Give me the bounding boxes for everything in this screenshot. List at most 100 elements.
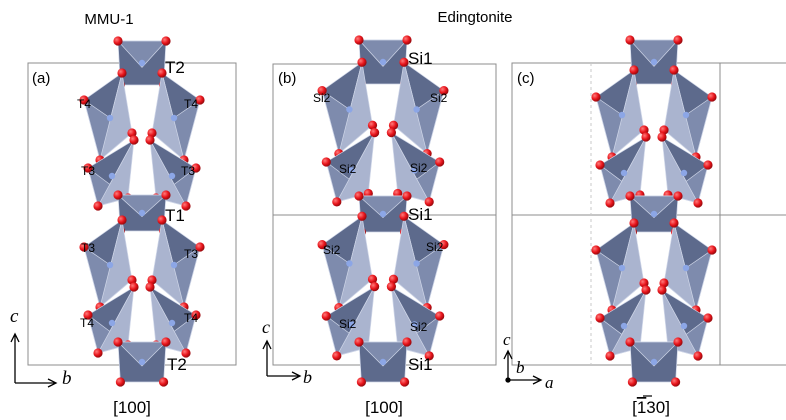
cation-atom (411, 167, 418, 174)
axes-c (503, 349, 543, 385)
oxygen-atom (595, 313, 605, 323)
axis-b-vertical: c (262, 317, 270, 337)
oxygen-atom (591, 245, 601, 255)
axis-c-vertical: c (503, 330, 511, 349)
oxygen-atom (639, 278, 649, 288)
cation-atom (650, 58, 658, 66)
tetra-face (661, 136, 699, 204)
site-Si2-ur: Si2 (430, 91, 448, 105)
oxygen-atom (627, 377, 638, 387)
oxygen-atom (113, 36, 123, 46)
cation-atom (618, 111, 626, 119)
oxygen-atom (191, 163, 201, 173)
oxygen-atom (671, 377, 681, 387)
oxygen-atom (145, 135, 155, 145)
structure-edingtonite-130 (591, 35, 717, 387)
cation-atom (411, 321, 418, 328)
oxygen-atom (424, 351, 434, 361)
oxygen-atom (317, 240, 327, 250)
direction-b: [100] (365, 398, 403, 417)
oxygen-atom (386, 282, 396, 292)
oxygen-atom (669, 65, 679, 75)
site-Si1-mid: Si1 (408, 205, 433, 224)
oxygen-atom (195, 95, 205, 105)
cation-atom (650, 358, 658, 366)
site-T3-lr: T3 (184, 247, 198, 261)
oxygen-atom (332, 197, 342, 207)
title-mmu1: MMU-1 (84, 11, 133, 28)
oxygen-atom (657, 132, 667, 142)
site-Si2-ml: Si2 (339, 162, 357, 176)
oxygen-atom (159, 377, 169, 387)
site-T4-ul: T4 (77, 97, 91, 111)
oxygen-atom (117, 215, 127, 225)
site-T4-ur: T4 (184, 97, 198, 111)
tetra-face (149, 139, 187, 207)
axis-a-horizontal: b (62, 368, 72, 389)
cation-atom (168, 172, 176, 180)
axes-b (262, 339, 302, 381)
cation-atom (680, 169, 688, 177)
site-Si2-br: Si2 (410, 320, 428, 334)
oxygen-atom (370, 282, 380, 292)
oxygen-atom (402, 35, 412, 45)
oxygen-atom (79, 242, 89, 252)
direction-c: [130] (632, 398, 670, 417)
oxygen-atom (439, 240, 449, 250)
tetra-face (629, 341, 679, 367)
tetra-face (117, 341, 167, 367)
oxygen-atom (147, 128, 157, 138)
tetra-face (117, 40, 167, 68)
site-Si1-top: Si1 (408, 49, 433, 68)
cation-atom (138, 209, 146, 217)
oxygen-atom (657, 285, 667, 295)
cation-atom (379, 358, 387, 366)
oxygen-atom (388, 274, 399, 284)
oxygen-atom (402, 191, 412, 201)
oxygen-atom (127, 275, 137, 285)
oxygen-atom (367, 274, 378, 284)
oxygen-atom (321, 311, 331, 321)
panel-label-c: (c) (517, 70, 535, 87)
oxygen-atom (424, 197, 434, 207)
axes-a (10, 332, 58, 388)
site-Si2-ll: Si2 (323, 243, 341, 257)
oxygen-atom (625, 337, 635, 347)
tetra-face (609, 136, 647, 204)
site-Si2-lr: Si2 (426, 240, 444, 254)
axis-b-horizontal: b (303, 367, 312, 387)
site-T3-ul: T3 (81, 164, 95, 178)
oxygen-atom (641, 285, 651, 295)
oxygen-atom (673, 191, 683, 201)
tetra-face (149, 286, 187, 354)
cation-atom (620, 322, 628, 330)
panel-label-a: (a) (32, 70, 50, 87)
site-labels-a: T2 T4 T4 T3 T3 T1 T3 T3 T4 T4 T2 (77, 58, 198, 374)
cation-atom (346, 260, 353, 267)
axis-a-vertical: c (10, 306, 19, 327)
cation-atom (413, 260, 420, 267)
oxygen-atom (629, 218, 639, 228)
tetra-face (358, 195, 408, 218)
tetra-face (336, 286, 375, 357)
tetra-face (629, 39, 679, 67)
oxygen-atom (145, 282, 155, 292)
structure-mmu1 (79, 36, 205, 387)
oxygen-atom (659, 278, 669, 288)
tetra-face (97, 286, 135, 354)
oxygen-atom (157, 68, 167, 78)
oxygen-atom (83, 310, 93, 320)
cation-atom (346, 106, 353, 113)
site-Si2-ul: Si2 (313, 91, 331, 105)
oxygen-atom (400, 377, 410, 387)
oxygen-atom (605, 198, 615, 208)
oxygen-atom (354, 337, 364, 347)
oxygen-atom (435, 311, 445, 321)
oxygen-atom (113, 337, 123, 347)
cation-atom (170, 114, 178, 122)
cation-atom (168, 319, 176, 327)
oxygen-atom (707, 92, 717, 102)
tetra-face (661, 289, 699, 357)
oxygen-atom (161, 337, 171, 347)
oxygen-atom (191, 310, 201, 320)
